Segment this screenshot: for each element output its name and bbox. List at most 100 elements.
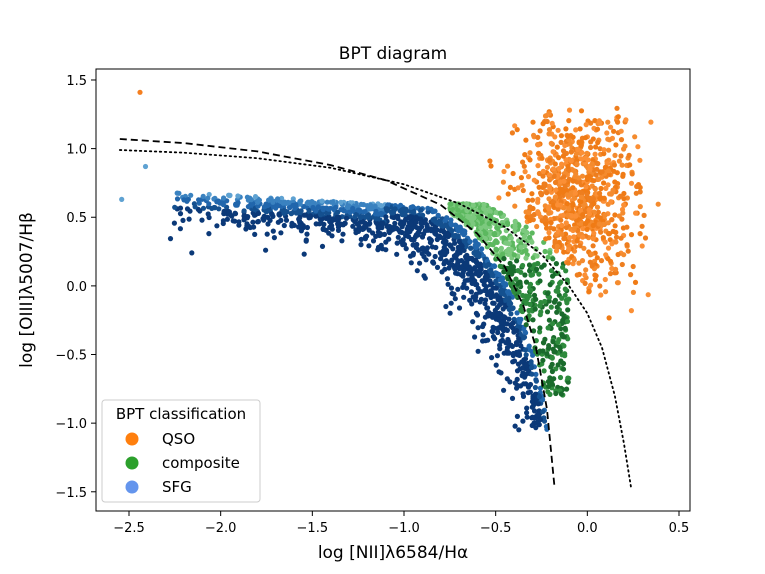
sfg-point <box>309 199 315 205</box>
qso-point <box>597 283 603 289</box>
qso-point <box>582 221 589 227</box>
sfg-point <box>394 251 400 257</box>
sfg-point <box>186 216 192 222</box>
qso-point <box>594 213 600 219</box>
qso-point <box>634 183 640 190</box>
sfg-point <box>270 199 276 205</box>
sfg-point <box>443 303 449 310</box>
composite-point <box>553 261 560 267</box>
qso-point <box>592 277 599 283</box>
composite-point <box>532 306 538 312</box>
sfg-point <box>511 358 518 364</box>
qso-point <box>586 211 593 217</box>
composite-point <box>526 313 532 319</box>
sfg-point <box>529 371 535 377</box>
sfg-point <box>187 208 193 214</box>
y-tick-label: −1.5 <box>55 486 87 501</box>
qso-point <box>553 248 560 254</box>
sfg-point <box>484 272 490 278</box>
composite-point <box>536 271 542 277</box>
sfg-point <box>425 205 431 211</box>
qso-point <box>578 139 584 145</box>
qso-point <box>639 223 645 229</box>
qso-point <box>614 105 620 111</box>
y-tick-label: 1.0 <box>66 143 87 158</box>
qso-point <box>575 146 581 153</box>
composite-point <box>526 293 533 299</box>
sfg-point <box>386 236 392 242</box>
sfg-point <box>214 223 220 229</box>
sfg-point <box>318 220 324 226</box>
sfg-point <box>533 378 540 384</box>
sfg-point <box>532 384 539 391</box>
qso-point <box>579 194 585 200</box>
legend-marker <box>125 456 139 470</box>
sfg-point <box>346 203 352 209</box>
sfg-point <box>520 418 526 424</box>
composite-point <box>494 253 500 260</box>
sfg-point <box>402 211 408 217</box>
qso-point <box>611 162 618 168</box>
qso-point <box>566 235 573 241</box>
qso-point <box>554 144 560 150</box>
sfg-point <box>510 320 516 326</box>
sfg-point <box>462 278 468 284</box>
qso-point <box>590 136 596 142</box>
composite-point <box>529 272 536 278</box>
qso-point <box>590 222 596 229</box>
qso-point <box>546 206 552 212</box>
sfg-point <box>301 251 307 257</box>
composite-point <box>562 353 568 359</box>
qso-point <box>621 202 627 208</box>
qso-point <box>590 243 596 249</box>
qso-point <box>576 175 582 181</box>
qso-point <box>538 192 545 198</box>
sfg-point <box>174 196 181 202</box>
composite-point <box>454 211 460 218</box>
legend-entry-sfg: SFG <box>125 478 192 496</box>
qso-point <box>581 245 587 251</box>
qso-point <box>574 272 580 278</box>
qso-point <box>552 179 559 186</box>
qso-point <box>543 221 549 227</box>
qso-point <box>536 211 542 217</box>
sfg-point <box>256 197 262 203</box>
qso-point <box>554 243 560 249</box>
sfg-point <box>535 411 541 418</box>
sfg-point <box>430 217 436 223</box>
sfg-point <box>441 244 447 251</box>
composite-point <box>554 309 560 315</box>
sfg-point <box>521 334 528 340</box>
sfg-point <box>475 263 481 269</box>
sfg-point <box>319 243 326 249</box>
qso-point <box>612 179 618 185</box>
sfg-point <box>452 296 458 302</box>
qso-point <box>547 186 553 192</box>
sfg-point <box>518 343 524 349</box>
qso-point <box>598 258 605 264</box>
sfg-point <box>490 300 496 306</box>
sfg-point <box>383 214 389 220</box>
qso-point <box>632 134 638 140</box>
sfg-point <box>470 294 476 300</box>
sfg-point <box>492 325 498 331</box>
qso-point <box>563 126 569 132</box>
qso-point <box>546 210 552 216</box>
qso-point <box>558 133 565 139</box>
composite-point <box>466 214 472 220</box>
composite-point <box>514 258 520 264</box>
sfg-point <box>320 207 326 213</box>
composite-point <box>545 290 551 297</box>
sfg-point <box>540 409 546 415</box>
sfg-point <box>482 301 488 307</box>
qso-point <box>561 178 567 184</box>
composite-point <box>483 230 489 237</box>
composite-point <box>546 345 552 351</box>
composite-point <box>523 279 530 285</box>
composite-point <box>481 202 487 208</box>
composite-point <box>520 292 526 299</box>
sfg-point <box>419 234 426 240</box>
composite-point <box>528 287 534 293</box>
sfg-point <box>283 217 290 223</box>
sfg-point <box>429 244 435 250</box>
